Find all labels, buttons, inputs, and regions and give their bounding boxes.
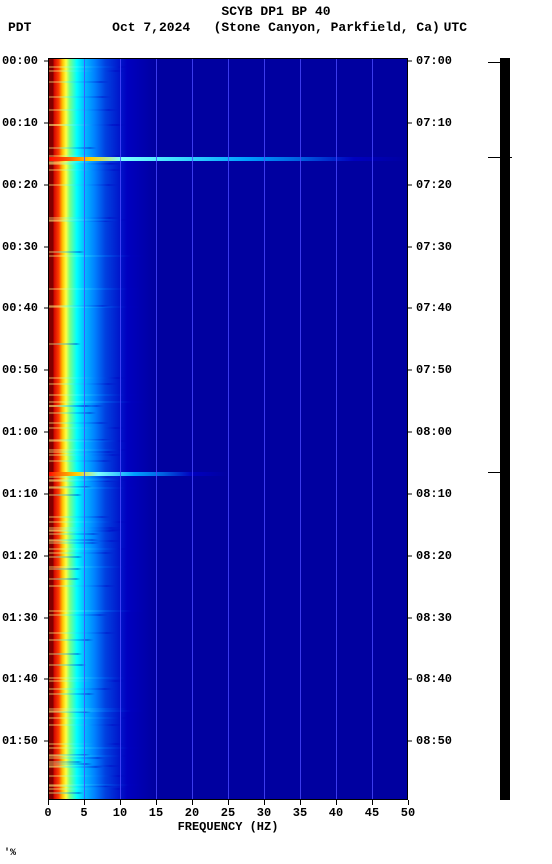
tickmark — [408, 432, 412, 433]
tickmark — [44, 432, 48, 433]
tickmark — [264, 800, 265, 805]
tickmark — [48, 800, 49, 805]
tickmark — [44, 122, 48, 123]
y-tick-right: 08:30 — [416, 611, 452, 625]
y-tick-right: 08:20 — [416, 549, 452, 563]
y-tick-right: 08:10 — [416, 487, 452, 501]
tickmark — [120, 800, 121, 805]
date-label: Oct 7,2024 — [112, 20, 190, 35]
station-id: SCYB DP1 BP 40 — [0, 4, 552, 19]
tickmark — [300, 800, 301, 805]
y-tick-right: 07:30 — [416, 240, 452, 254]
gridline — [120, 58, 121, 800]
y-tick-left: 01:30 — [2, 611, 38, 625]
y-tick-left: 00:10 — [2, 116, 38, 130]
y-tick-left: 00:30 — [2, 240, 38, 254]
x-tick-label: 30 — [257, 806, 271, 820]
gridline — [372, 58, 373, 800]
tickmark — [408, 493, 412, 494]
y-tick-right: 07:10 — [416, 116, 452, 130]
x-tick-label: 20 — [185, 806, 199, 820]
tickmark — [156, 800, 157, 805]
x-tick-label: 15 — [149, 806, 163, 820]
tickmark — [44, 61, 48, 62]
x-axis-label: FREQUENCY (HZ) — [48, 820, 408, 834]
tickmark — [44, 555, 48, 556]
tickmark — [408, 679, 412, 680]
tickmark — [44, 679, 48, 680]
y-tick-left: 01:20 — [2, 549, 38, 563]
waveform-spike — [488, 62, 508, 63]
tickmark — [44, 617, 48, 618]
tickmark — [44, 493, 48, 494]
y-tick-right: 07:20 — [416, 178, 452, 192]
tickmark — [44, 308, 48, 309]
y-tick-left: 01:50 — [2, 734, 38, 748]
waveform-spike — [488, 472, 502, 473]
gridline — [156, 58, 157, 800]
date-location: Oct 7,2024 (Stone Canyon, Parkfield, Ca) — [0, 20, 552, 35]
x-tick-label: 10 — [113, 806, 127, 820]
timezone-right-label: UTC — [444, 20, 467, 35]
gridline — [264, 58, 265, 800]
waveform-strip — [500, 58, 510, 800]
x-tick-label: 45 — [365, 806, 379, 820]
x-tick-label: 50 — [401, 806, 415, 820]
tickmark — [408, 800, 409, 805]
waveform-spike — [488, 157, 512, 158]
y-tick-left: 00:40 — [2, 301, 38, 315]
tickmark — [408, 61, 412, 62]
y-tick-left: 01:40 — [2, 672, 38, 686]
footer-mark: '% — [4, 848, 16, 859]
x-tick-label: 5 — [80, 806, 87, 820]
gridline — [228, 58, 229, 800]
y-tick-right: 08:00 — [416, 425, 452, 439]
page: PDT SCYB DP1 BP 40 Oct 7,2024 (Stone Can… — [0, 0, 552, 864]
y-tick-left: 00:20 — [2, 178, 38, 192]
x-tick-label: 0 — [44, 806, 51, 820]
gridline — [300, 58, 301, 800]
tickmark — [408, 741, 412, 742]
y-tick-left: 01:10 — [2, 487, 38, 501]
gridline — [336, 58, 337, 800]
tickmark — [228, 800, 229, 805]
x-tick-label: 35 — [293, 806, 307, 820]
y-tick-right: 08:50 — [416, 734, 452, 748]
spectrogram-plot — [48, 58, 408, 800]
y-tick-left: 00:00 — [2, 54, 38, 68]
gridline — [84, 58, 85, 800]
x-tick-label: 40 — [329, 806, 343, 820]
tickmark — [192, 800, 193, 805]
tickmark — [408, 122, 412, 123]
tickmark — [84, 800, 85, 805]
tickmark — [44, 246, 48, 247]
tickmark — [408, 617, 412, 618]
tickmark — [408, 555, 412, 556]
y-tick-left: 00:50 — [2, 363, 38, 377]
gridline — [192, 58, 193, 800]
y-tick-right: 07:50 — [416, 363, 452, 377]
tickmark — [372, 800, 373, 805]
location-label: (Stone Canyon, Parkfield, Ca) — [214, 20, 440, 35]
tickmark — [408, 246, 412, 247]
tickmark — [44, 370, 48, 371]
tickmark — [44, 741, 48, 742]
tickmark — [336, 800, 337, 805]
tickmark — [44, 184, 48, 185]
tickmark — [408, 308, 412, 309]
x-tick-label: 25 — [221, 806, 235, 820]
y-tick-right: 07:40 — [416, 301, 452, 315]
y-tick-right: 07:00 — [416, 54, 452, 68]
y-tick-left: 01:00 — [2, 425, 38, 439]
tickmark — [408, 184, 412, 185]
y-tick-right: 08:40 — [416, 672, 452, 686]
tickmark — [408, 370, 412, 371]
